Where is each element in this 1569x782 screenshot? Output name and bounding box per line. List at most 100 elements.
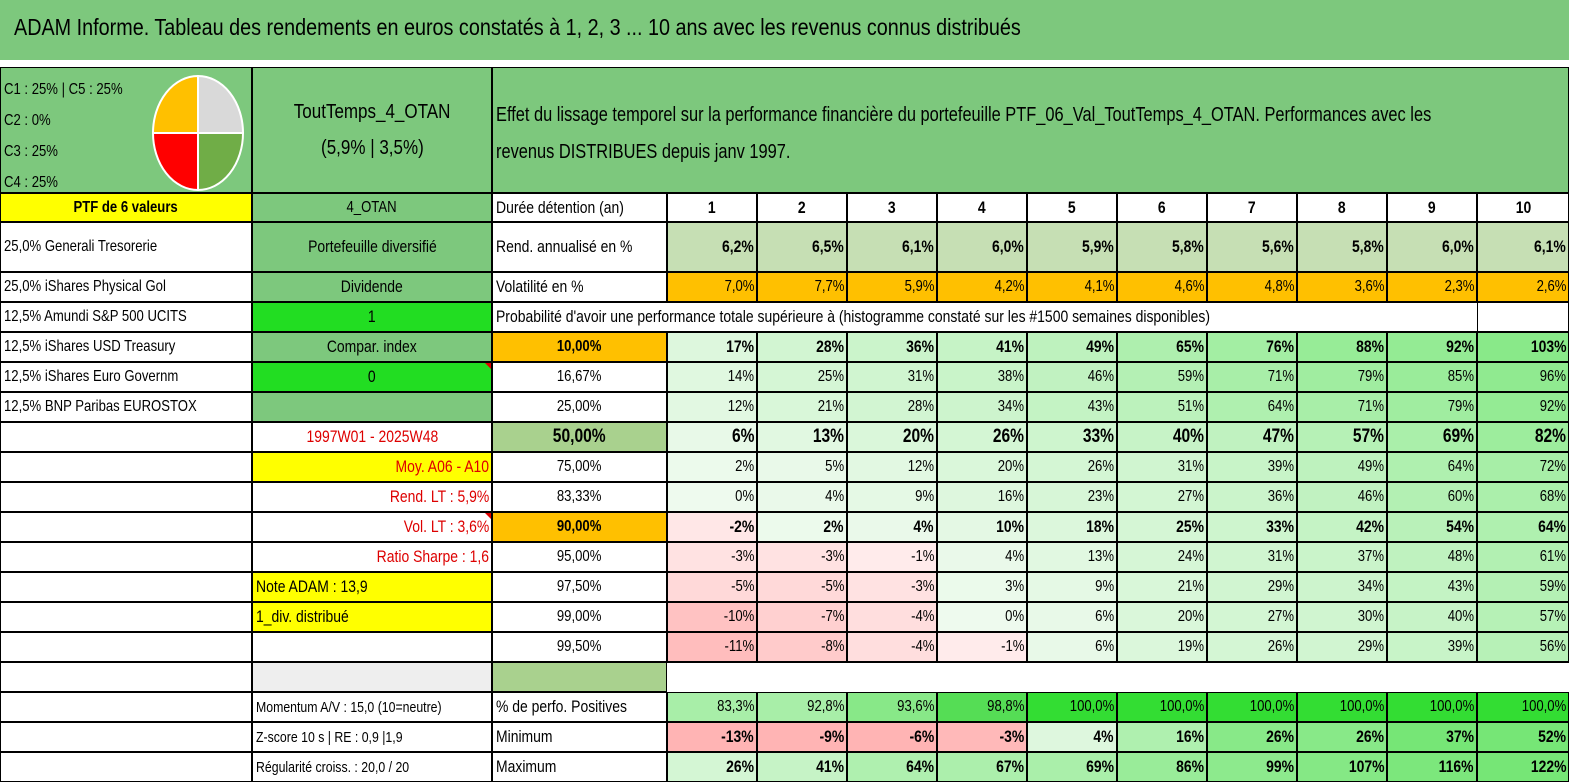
max-value: 26% xyxy=(667,752,757,782)
quantile-value-text: -8% xyxy=(820,638,844,655)
quantile-value-text: 39% xyxy=(1447,638,1474,655)
quantile-label: 95,00% xyxy=(492,542,667,572)
empty-cell xyxy=(252,392,492,422)
empty-cell xyxy=(0,422,252,452)
quantile-value: 10% xyxy=(937,512,1027,542)
quantile-label-text: 16,67% xyxy=(557,368,602,385)
year-header: 1 xyxy=(667,193,757,222)
year-header: 4 xyxy=(937,193,1027,222)
note-label: Note ADAM : 13,9 xyxy=(252,572,492,602)
quantile-value-text: 46% xyxy=(1357,488,1384,505)
quantile-value: 64% xyxy=(1387,452,1477,482)
year-header-text: 9 xyxy=(1428,197,1436,217)
pie-legend-item: C2 : 0% xyxy=(4,112,51,129)
quantile-value: 64% xyxy=(1477,512,1569,542)
quantile-value-text: 40% xyxy=(1172,426,1204,447)
empty-cell xyxy=(0,632,252,662)
min-value: 52% xyxy=(1477,722,1569,752)
quantile-value: -2% xyxy=(667,512,757,542)
quantile-value-text: 0% xyxy=(1005,608,1024,625)
quantile-value-text: -1% xyxy=(910,548,934,565)
quantile-value-text: 38% xyxy=(997,368,1024,385)
quantile-value-text: 25% xyxy=(817,368,844,385)
quantile-value: 92% xyxy=(1477,392,1569,422)
quantile-value-text: -10% xyxy=(723,608,754,625)
quantile-value: 0% xyxy=(667,482,757,512)
quantile-value-text: -4% xyxy=(910,608,934,625)
vol-lt-label: Vol. LT : 3,6% xyxy=(252,512,492,542)
quantile-value-text: 26% xyxy=(1267,638,1294,655)
holding-item-text: 12,5% Amundi S&P 500 UCITS xyxy=(4,308,187,325)
quantile-value: 36% xyxy=(847,332,937,362)
min-value-text: 16% xyxy=(1176,727,1204,746)
rend-value: 6,0% xyxy=(937,222,1027,272)
empty-cell xyxy=(0,722,252,752)
pie-chart xyxy=(151,74,245,192)
rend-value: 6,2% xyxy=(667,222,757,272)
positives-value: 93,6% xyxy=(847,692,937,722)
quantile-label-text: 99,00% xyxy=(557,608,602,625)
rend-value-text: 6,1% xyxy=(1534,237,1566,256)
quantile-value-text: 27% xyxy=(1177,488,1204,505)
quantile-label-text: 83,33% xyxy=(557,488,602,505)
pie-slice-c3 xyxy=(151,132,199,192)
rend-value: 6,5% xyxy=(757,222,847,272)
quantile-value: 40% xyxy=(1387,602,1477,632)
quantile-value: -5% xyxy=(667,572,757,602)
max-value-text: 41% xyxy=(816,757,844,776)
quantile-value-text: 96% xyxy=(1539,368,1566,385)
portfolio-code: 4_OTAN xyxy=(252,193,492,222)
min-value-text: 52% xyxy=(1538,727,1566,746)
quantile-value: 96% xyxy=(1477,362,1569,392)
positives-value: 100,0% xyxy=(1207,692,1297,722)
vol-value-text: 4,2% xyxy=(994,278,1024,295)
vol-value: 5,9% xyxy=(847,272,937,302)
quantile-value: 54% xyxy=(1387,512,1477,542)
quantile-value-text: 24% xyxy=(1177,548,1204,565)
quantile-value: 92% xyxy=(1387,332,1477,362)
rend-label: Rend. annualisé en % xyxy=(492,222,667,272)
year-header-text: 6 xyxy=(1158,197,1166,217)
year-header: 8 xyxy=(1297,193,1387,222)
zscore-label: Z-score 10 s | RE : 0,9 |1,9 xyxy=(252,722,492,752)
rend-value: 5,8% xyxy=(1117,222,1207,272)
max-value-text: 99% xyxy=(1266,757,1294,776)
quantile-value: 25% xyxy=(1117,512,1207,542)
duration-label-text: Durée détention (an) xyxy=(496,197,624,217)
quantile-value-text: 2% xyxy=(735,458,754,475)
quantile-value: 68% xyxy=(1477,482,1569,512)
year-header: 2 xyxy=(757,193,847,222)
holding-item-text: 25,0% iShares Physical Gol xyxy=(4,278,166,295)
quantile-value: 3% xyxy=(937,572,1027,602)
quantile-value: 4% xyxy=(937,542,1027,572)
positives-value: 92,8% xyxy=(757,692,847,722)
quantile-value-text: 92% xyxy=(1446,337,1474,356)
empty-cell xyxy=(0,662,252,692)
holding-item-text: 12,5% iShares USD Treasury xyxy=(4,338,176,355)
quantile-value: 6% xyxy=(667,422,757,452)
quantile-value-text: 57% xyxy=(1539,608,1566,625)
max-value: 64% xyxy=(847,752,937,782)
quantile-value: 14% xyxy=(667,362,757,392)
quantile-value: 40% xyxy=(1117,422,1207,452)
positives-value-text: 100,0% xyxy=(1249,698,1294,715)
max-value-text: 69% xyxy=(1086,757,1114,776)
quantile-value-text: 29% xyxy=(1267,578,1294,595)
min-value: 16% xyxy=(1117,722,1207,752)
quantile-value: 72% xyxy=(1477,452,1569,482)
year-header-text: 5 xyxy=(1068,197,1076,217)
div-distrib-label: 1_div. distribué xyxy=(252,602,492,632)
min-label-text: Minimum xyxy=(496,727,553,746)
rend-value-text: 6,5% xyxy=(812,237,844,256)
quantile-value-text: 18% xyxy=(1086,517,1114,536)
year-header-text: 3 xyxy=(888,197,896,217)
holding-item-text: 12,5% iShares Euro Governm xyxy=(4,368,179,385)
quantile-value: 79% xyxy=(1387,392,1477,422)
vol-value: 2,6% xyxy=(1477,272,1569,302)
empty-cell xyxy=(667,662,1569,692)
year-header: 6 xyxy=(1117,193,1207,222)
quantile-value: 20% xyxy=(937,452,1027,482)
rend-value-text: 5,6% xyxy=(1262,237,1294,256)
rend-value-text: 6,0% xyxy=(992,237,1024,256)
rend-value: 6,0% xyxy=(1387,222,1477,272)
